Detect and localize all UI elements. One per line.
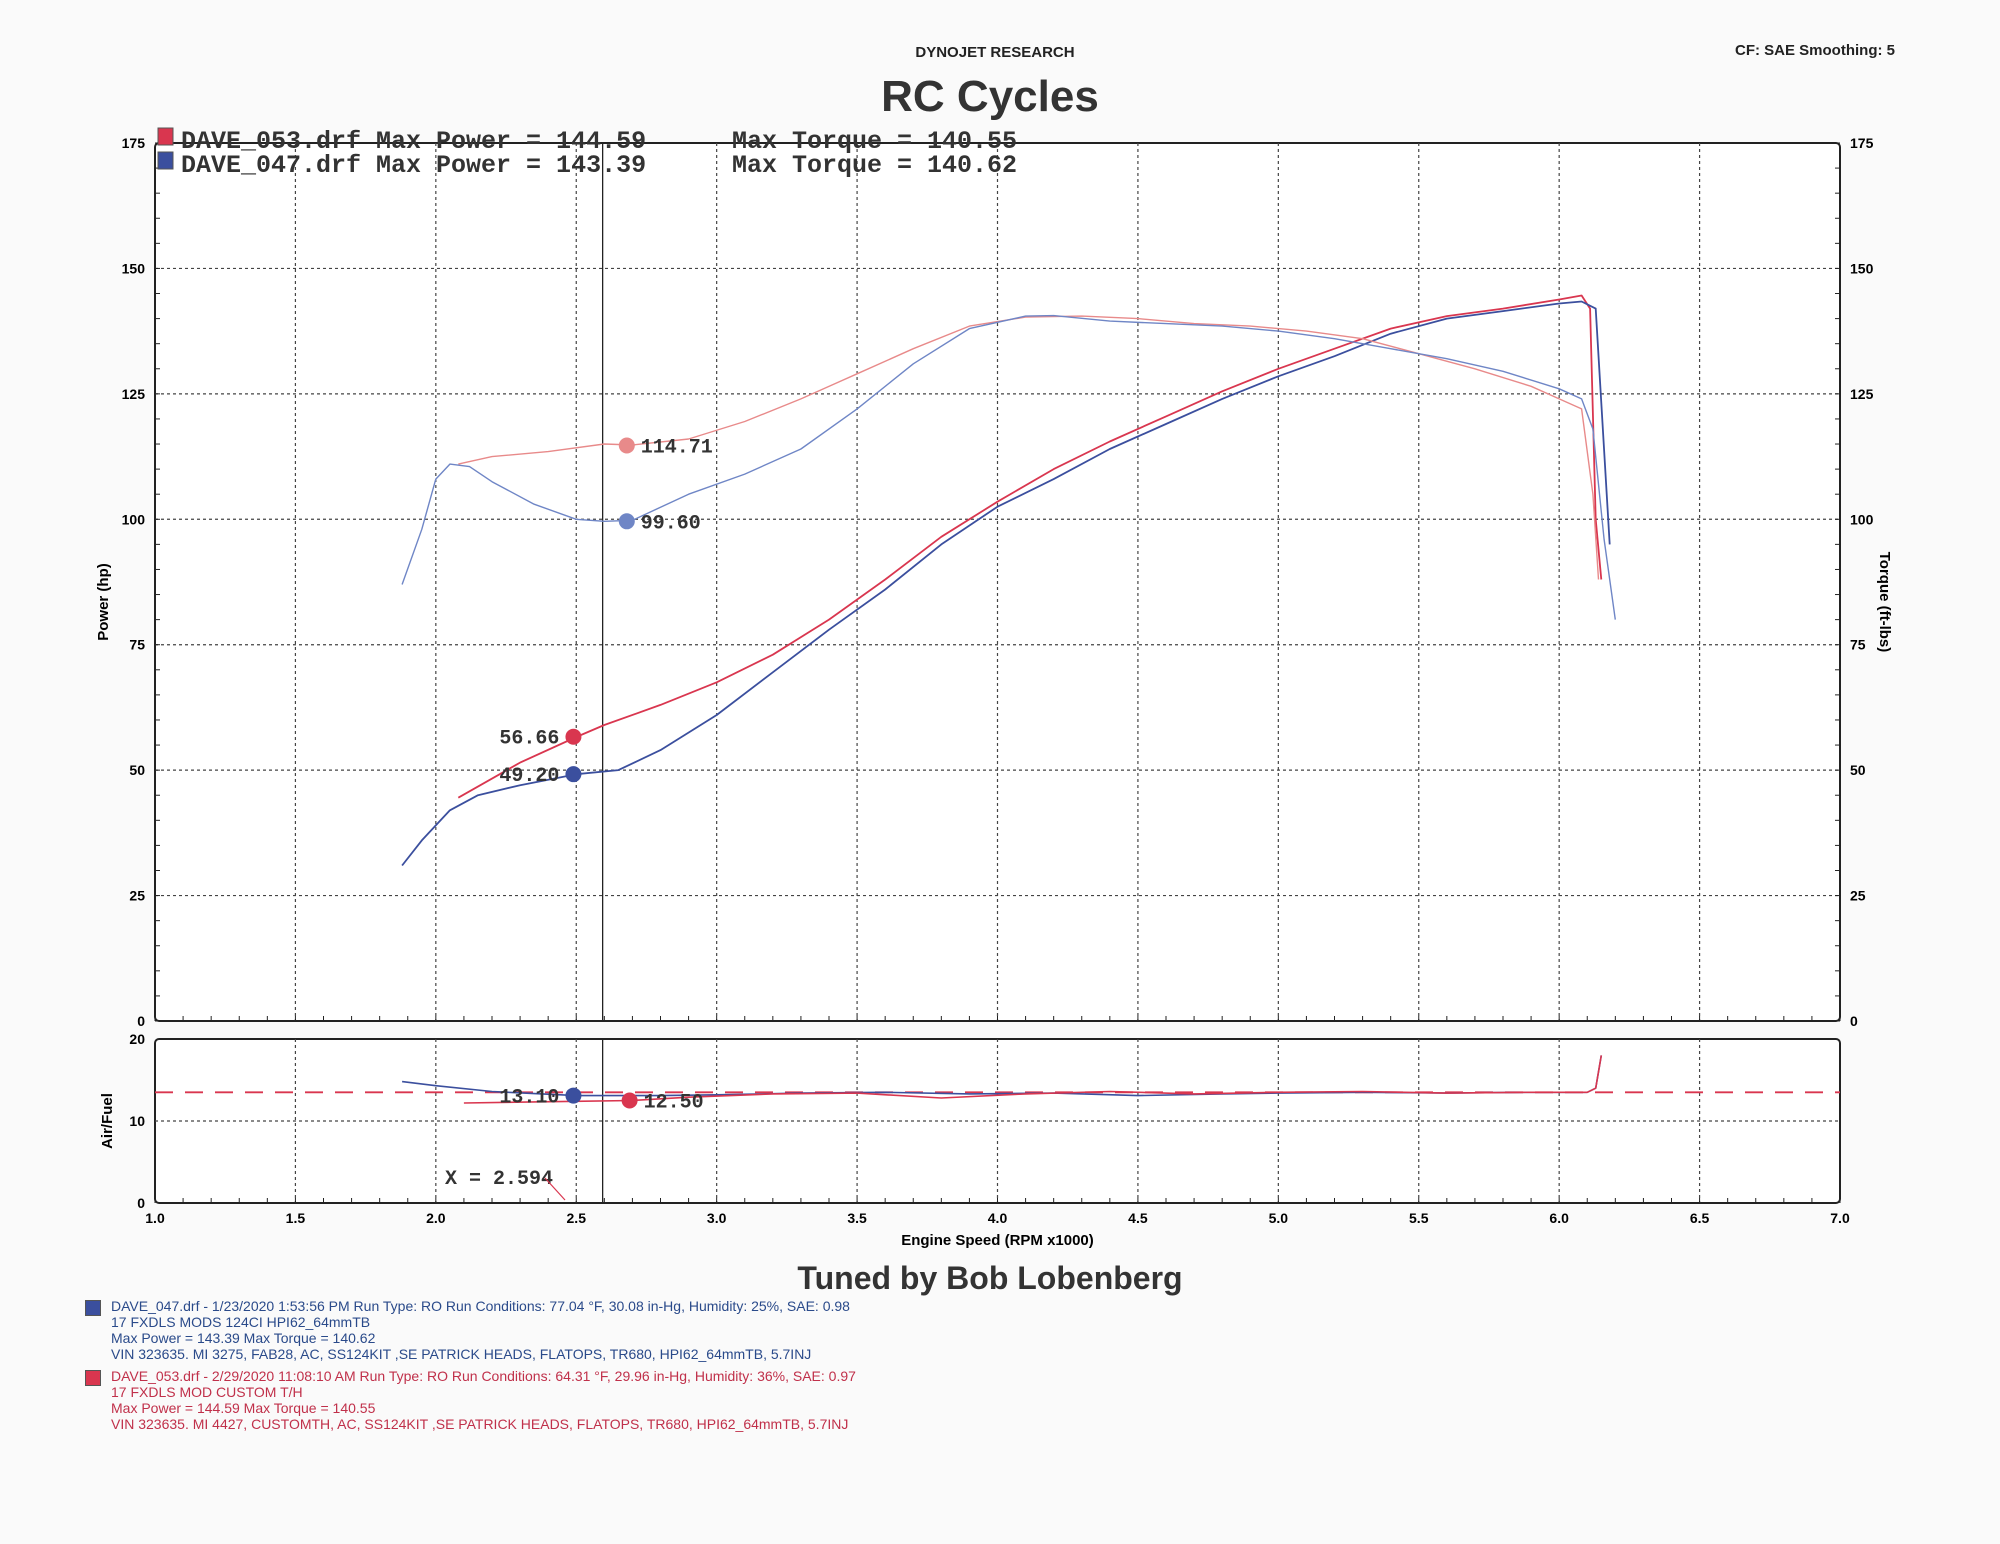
right-y-tick-label: 175 [1850,135,1874,151]
value-marker [565,766,582,783]
left-axis-title: Power (hp) [95,563,112,641]
run-info-line: Max Power = 144.59 Max Torque = 140.55 [111,1400,376,1416]
run-info-053: DAVE_053.drf - 2/29/2020 11:08:10 AM Run… [85,1368,856,1432]
x-tick-label: 2.5 [567,1210,587,1226]
value-marker-label: 49.20 [499,765,559,788]
value-marker-label: 13.10 [499,1087,559,1110]
value-marker [618,513,635,530]
run-info-047: DAVE_047.drf - 1/23/2020 1:53:56 PM Run … [85,1298,856,1362]
left-y-tick-label: 25 [129,888,145,904]
legend-swatch [157,151,174,170]
right-y-tick-label: 125 [1850,386,1874,402]
left-y-tick-label: 75 [129,637,145,653]
run-info-line: Max Power = 143.39 Max Torque = 140.62 [111,1330,376,1346]
run-info-line: VIN 323635. MI 3275, FAB28, AC, SS124KIT… [111,1346,812,1362]
left-y-tick-label: 150 [122,260,146,276]
cursor-label-leader [544,1177,566,1201]
value-marker [618,437,635,454]
x-axis-title: Engine Speed (RPM x1000) [901,1232,1094,1249]
run-info-line: 17 FXDLS MODS 124CI HPI62_64mmTB [111,1314,371,1330]
x-tick-label: 3.5 [847,1210,867,1226]
research-header: DYNOJET RESEARCH [915,44,1075,61]
x-tick-label: 4.0 [988,1210,1008,1226]
run-info-line: VIN 323635. MI 4427, CUSTOMTH, AC, SS124… [111,1416,849,1432]
airfuel-axis-title: Air/Fuel [99,1093,116,1149]
legend-torque-entry: Max Torque = 140.62 [732,151,1017,180]
x-tick-label: 6.0 [1549,1210,1569,1226]
x-tick-label: 1.0 [145,1210,165,1226]
x-tick-label: 7.0 [1830,1210,1850,1226]
airfuel-y-tick-label: 0 [137,1195,145,1211]
value-marker [621,1092,638,1109]
x-tick-label: 1.5 [286,1210,306,1226]
left-y-tick-label: 175 [122,135,146,151]
left-y-tick-label: 50 [129,762,145,778]
power-curve-dave_053 [457,294,1603,799]
right-y-tick-label: 25 [1850,888,1866,904]
run-swatch-blue [85,1300,101,1316]
right-y-tick-label: 50 [1850,762,1866,778]
x-tick-label: 5.5 [1409,1210,1429,1226]
right-y-tick-label: 0 [1850,1013,1858,1029]
legend-entry: DAVE_053.drf Max Power = 144.59 [181,127,646,156]
legend-entry: DAVE_047.drf Max Power = 143.39 [181,151,646,180]
left-y-tick-label: 125 [122,386,146,402]
x-tick-label: 3.0 [707,1210,727,1226]
torque-curve-dave_047 [401,314,1616,620]
value-marker [565,728,582,745]
tuned-by-label: Tuned by Bob Lobenberg [797,1260,1183,1296]
legend-swatch [157,127,174,146]
legend-torque-entry: Max Torque = 140.55 [732,127,1017,156]
right-axis-title: Torque (ft-lbs) [1876,552,1893,653]
chart-title: RC Cycles [881,72,1099,121]
run-swatch-red [85,1370,101,1386]
airfuel-curve-dave_053 [463,1055,1603,1104]
value-marker-label: 99.60 [641,512,701,535]
x-tick-label: 4.5 [1128,1210,1148,1226]
left-y-tick-label: 0 [137,1013,145,1029]
power-curve-dave_047 [401,300,1611,867]
value-marker [565,1087,582,1104]
airfuel-y-tick-label: 10 [129,1113,145,1129]
run-info-line: 17 FXDLS MOD CUSTOM T/H [111,1384,303,1400]
airfuel-y-tick-label: 20 [129,1031,145,1047]
value-marker-label: 56.66 [499,728,559,751]
run-info-line: DAVE_047.drf - 1/23/2020 1:53:56 PM Run … [111,1298,850,1314]
right-y-tick-label: 75 [1850,637,1866,653]
cursor-x-label: X = 2.594 [445,1168,553,1191]
run-info-list: DAVE_047.drf - 1/23/2020 1:53:56 PM Run … [85,1298,856,1438]
left-y-tick-label: 100 [122,511,146,527]
value-marker-label: 12.50 [644,1092,704,1115]
x-tick-label: 6.5 [1690,1210,1710,1226]
value-marker-label: 114.71 [641,436,713,459]
right-y-tick-label: 150 [1850,260,1874,276]
right-y-tick-label: 100 [1850,511,1874,527]
x-tick-label: 5.0 [1269,1210,1289,1226]
run-info-line: DAVE_053.drf - 2/29/2020 11:08:10 AM Run… [111,1368,856,1384]
cf-smoothing-label: CF: SAE Smoothing: 5 [1735,42,1895,59]
x-tick-label: 2.0 [426,1210,446,1226]
